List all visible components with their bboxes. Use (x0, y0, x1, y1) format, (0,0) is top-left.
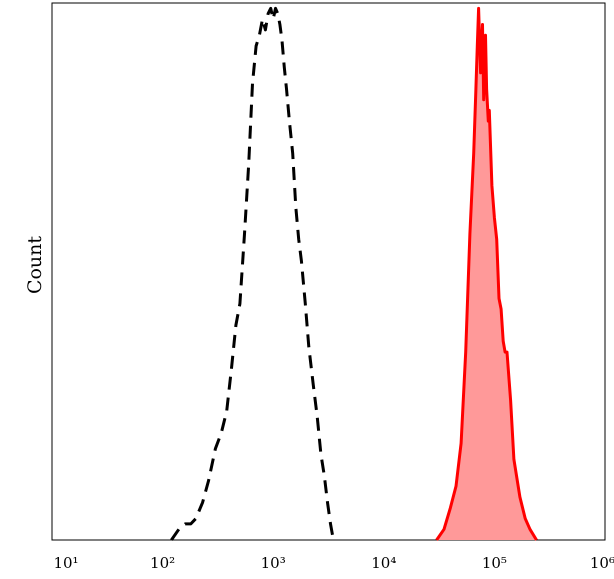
x-tick-label: 10⁶ (590, 554, 614, 572)
plot-frame (51, 2, 606, 541)
x-tick-label: 10⁵ (482, 554, 507, 572)
series-1-line (170, 6, 335, 541)
x-tick-label: 10¹ (53, 554, 78, 572)
series-1 (170, 6, 335, 541)
series-2 (435, 6, 538, 541)
series-2-area (436, 8, 537, 540)
x-tick-label: 10⁴ (371, 554, 396, 572)
x-tick-label: 10³ (261, 554, 286, 572)
series-layer (170, 6, 538, 541)
x-tick-labels: 10¹ 10² 10³ 10⁴ 10⁵ 10⁶ (53, 554, 614, 572)
x-tick-label: 10² (150, 554, 175, 572)
y-axis-title: Count (24, 236, 46, 294)
series-2-line (435, 6, 538, 541)
